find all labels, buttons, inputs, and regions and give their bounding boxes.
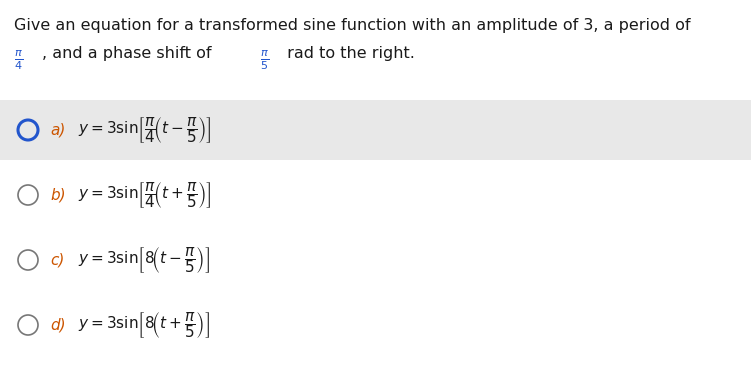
Text: $y = 3\sin\!\left[8\!\left(t-\dfrac{\pi}{5}\right)\right]$: $y = 3\sin\!\left[8\!\left(t-\dfrac{\pi}… — [78, 245, 210, 275]
Text: Give an equation for a transformed sine function with an amplitude of 3, a perio: Give an equation for a transformed sine … — [14, 18, 690, 33]
Text: b): b) — [50, 188, 65, 203]
Text: $y = 3\sin\!\left[\dfrac{\pi}{4}\!\left(t+\dfrac{\pi}{5}\right)\right]$: $y = 3\sin\!\left[\dfrac{\pi}{4}\!\left(… — [78, 180, 212, 210]
FancyBboxPatch shape — [0, 100, 751, 160]
Text: $\frac{\pi}{5}$: $\frac{\pi}{5}$ — [260, 48, 269, 72]
Text: , and a phase shift of: , and a phase shift of — [42, 46, 212, 61]
Text: rad to the right.: rad to the right. — [282, 46, 415, 61]
Text: $\frac{\pi}{4}$: $\frac{\pi}{4}$ — [14, 48, 23, 72]
Text: $y = 3\sin\!\left[8\!\left(t+\dfrac{\pi}{5}\right)\right]$: $y = 3\sin\!\left[8\!\left(t+\dfrac{\pi}… — [78, 310, 210, 340]
Text: a): a) — [50, 122, 65, 138]
Text: d): d) — [50, 317, 65, 332]
Text: c): c) — [50, 253, 65, 267]
Text: $y = 3\sin\!\left[\dfrac{\pi}{4}\!\left(t-\dfrac{\pi}{5}\right)\right]$: $y = 3\sin\!\left[\dfrac{\pi}{4}\!\left(… — [78, 115, 212, 145]
